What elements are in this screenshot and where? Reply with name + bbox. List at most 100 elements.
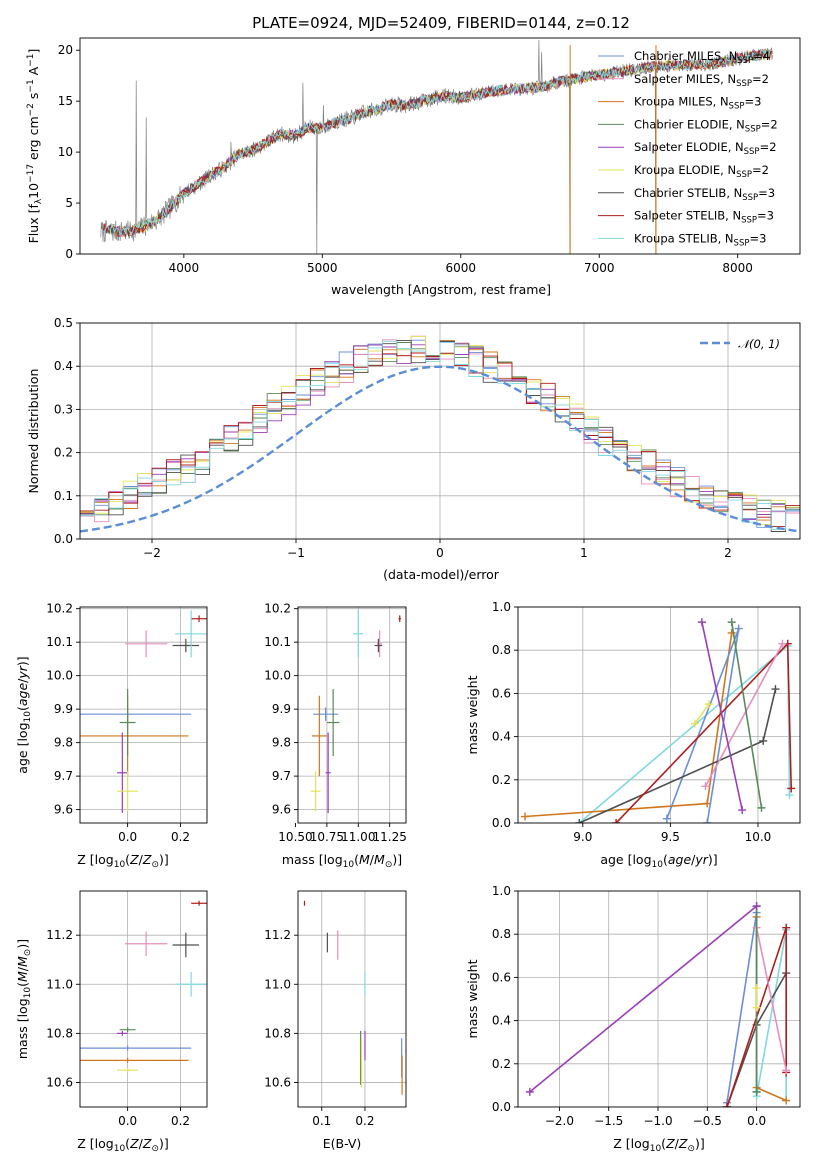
x-tick-label: 11.00	[341, 830, 375, 844]
mass-weight-line	[701, 621, 743, 811]
errorbar-point	[313, 707, 339, 721]
errorbar-point	[80, 1057, 189, 1063]
plot-area	[298, 607, 406, 823]
y-tick-label: 0.2	[492, 773, 511, 787]
y-tick-label: 9.8	[54, 736, 73, 750]
errorbar-point	[191, 900, 207, 906]
age-z-xlabel: Z [log10(Z/Z⊙)]	[77, 852, 169, 870]
x-tick-label: 0.0	[118, 1114, 137, 1128]
errorbar-point	[172, 932, 200, 958]
x-tick-label: −1.0	[643, 1114, 672, 1128]
mass-weight-marker	[782, 923, 791, 932]
errorbar-point	[117, 732, 128, 813]
x-tick-label: 11.25	[372, 830, 406, 844]
mass-weight-line	[704, 643, 784, 787]
legend-label: Salpeter STELIB, NSSP=3	[634, 209, 774, 226]
x-tick-label: 8000	[722, 261, 753, 275]
y-tick-label: 0.0	[54, 532, 73, 546]
errorbar-point	[374, 638, 383, 653]
y-tick-label: 1.0	[492, 600, 511, 614]
mass-weight-marker	[723, 1103, 732, 1107]
y-tick-label: 10.8	[46, 1026, 73, 1040]
mass-weight-marker	[701, 782, 710, 791]
plot-area	[80, 323, 800, 539]
age-mass-xlabel: mass [log10(M/M⊙)]	[282, 852, 402, 870]
mass-weight-marker	[752, 902, 761, 911]
errorbar-point	[80, 1045, 192, 1051]
mass-weight-marker	[738, 806, 747, 815]
x-tick-label: −2	[143, 546, 161, 560]
spectrum-title: PLATE=0924, MJD=52409, FIBERID=0144, z=0…	[252, 14, 630, 32]
y-tick-label: 10.2	[264, 602, 291, 616]
mass-weight-marker	[521, 812, 530, 821]
errorbar-point	[311, 695, 327, 777]
y-tick-label: 10.6	[46, 1075, 73, 1089]
mass-weight-marker	[727, 628, 736, 637]
age-z-panel: Z [log10(Z/Z⊙)] age [log10(age/yr)] 0.0 0…	[15, 602, 208, 870]
y-tick-label: 10.1	[264, 635, 291, 649]
errorbar-point	[117, 1067, 139, 1073]
axes-frame	[79, 890, 208, 1108]
normal-distribution-line	[80, 365, 800, 533]
y-tick-label: 10.0	[264, 669, 291, 683]
y-tick-label: 11.2	[46, 928, 73, 942]
x-tick-label: 4000	[169, 261, 200, 275]
legend-label: Salpeter MILES, NSSP=2	[634, 72, 769, 89]
weight-age-ylabel: mass weight	[465, 675, 480, 754]
weight-age-xlabel: age [log10(age/yr)]	[600, 852, 717, 870]
mass-weight-marker	[727, 618, 736, 627]
x-tick-label: 0.0	[118, 830, 137, 844]
mass-weight-marker	[703, 819, 712, 823]
x-tick-label: 1	[580, 546, 588, 560]
y-tick-label: 0.8	[492, 643, 511, 657]
mass-weight-marker	[785, 790, 794, 799]
plot-area	[100, 39, 773, 254]
x-tick-label: 10.0	[745, 830, 772, 844]
mass-weight-line	[755, 927, 787, 1071]
y-tick-label: 9.6	[54, 803, 73, 817]
legend-label: Kroupa ELODIE, NSSP=2	[634, 163, 769, 180]
y-tick-label: 9.8	[272, 736, 291, 750]
y-tick-label: 0.4	[492, 1014, 511, 1028]
x-tick-label: −2.0	[545, 1114, 574, 1128]
errorbar-point	[117, 771, 139, 812]
mass-weight-marker	[771, 685, 780, 694]
mass-ebv-xlabel: E(B-V)	[323, 1136, 362, 1151]
model-spectrum-line	[103, 49, 773, 236]
y-tick-label: 1.0	[492, 884, 511, 898]
y-tick-label: 10.1	[46, 635, 73, 649]
mass-weight-marker	[759, 736, 768, 745]
spectrum-panel: PLATE=0924, MJD=52409, FIBERID=0144, z=0…	[26, 14, 801, 297]
y-tick-label: 0.2	[492, 1057, 511, 1071]
x-tick-label: 9.0	[573, 830, 592, 844]
mass-z-xlabel: Z [log10(Z/Z⊙)]	[77, 1136, 169, 1154]
y-tick-label: 0.4	[492, 730, 511, 744]
plot-area	[518, 891, 800, 1107]
y-tick-label: 15	[58, 94, 73, 108]
y-tick-label: 0.5	[54, 316, 73, 330]
plot-area	[80, 891, 207, 1107]
y-tick-label: 5	[65, 196, 73, 210]
y-tick-label: 10.8	[264, 1026, 291, 1040]
mass-weight-marker	[704, 700, 713, 709]
mass-ebv-panel: E(B-V) 0.1 0.2 10.6 10.8 11.0 11.2	[264, 890, 407, 1151]
y-tick-label: 10.6	[264, 1075, 291, 1089]
y-tick-label: 10	[58, 145, 73, 159]
mass-weight-marker	[662, 814, 671, 823]
residual-ylabel: Normed distribution	[26, 369, 41, 494]
legend-label: Chabrier MILES, NSSP=4	[634, 49, 770, 66]
residual-legend: 𝒩(0, 1)	[700, 337, 780, 351]
x-tick-label: 0.2	[171, 1114, 190, 1128]
legend-label: Chabrier ELODIE, NSSP=2	[634, 117, 778, 134]
axes-frame	[79, 37, 801, 255]
y-tick-label: 0.4	[54, 359, 73, 373]
mass-z-panel: Z [log10(Z/Z⊙)] mass [log10(M/M⊙)] 0.0 0.…	[15, 890, 208, 1154]
y-tick-label: 9.7	[54, 769, 73, 783]
mass-weight-marker	[697, 618, 706, 627]
mass-z-ylabel: mass [log10(M/M⊙)]	[15, 939, 33, 1059]
x-tick-label: 9.5	[661, 830, 680, 844]
weight-z-xlabel: Z [log10(Z/Z⊙)]	[613, 1136, 705, 1154]
x-tick-label: 2	[724, 546, 732, 560]
